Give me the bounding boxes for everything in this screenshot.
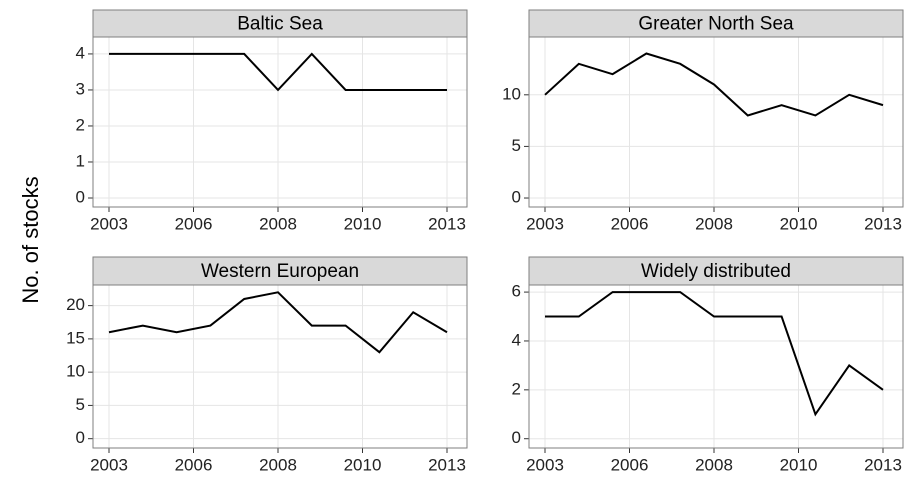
data-line <box>108 291 448 354</box>
panel-border <box>528 36 904 208</box>
y-tick-label: 4 <box>76 43 85 62</box>
panel-border <box>528 284 904 449</box>
x-tick-label: 2008 <box>259 455 297 474</box>
panel-title: Western European <box>201 261 359 282</box>
strip <box>528 256 904 286</box>
y-tick-label: 6 <box>512 282 521 301</box>
x-tick-label: 2003 <box>90 455 128 474</box>
strip <box>92 256 468 286</box>
panel-border <box>92 284 468 449</box>
x-tick-label: 2008 <box>695 455 733 474</box>
y-tick-label: 15 <box>66 328 85 347</box>
y-tick-label: 0 <box>512 188 521 207</box>
x-tick-label: 2010 <box>344 214 382 233</box>
strip <box>528 9 904 38</box>
x-tick-label: 2006 <box>611 455 649 474</box>
x-tick-label: 2006 <box>175 214 213 233</box>
x-tick-label: 2010 <box>780 214 818 233</box>
y-tick-label: 3 <box>76 79 85 98</box>
data-line <box>544 52 884 117</box>
x-tick-label: 2008 <box>695 214 733 233</box>
x-tick-label: 2010 <box>780 455 818 474</box>
y-tick-label: 0 <box>76 428 85 447</box>
panel-title: Greater North Sea <box>638 14 794 35</box>
y-tick-label: 10 <box>502 84 521 103</box>
panel <box>93 285 467 448</box>
y-tick-label: 10 <box>66 362 85 381</box>
panel <box>529 37 903 207</box>
y-tick-label: 20 <box>66 295 85 314</box>
panel <box>529 285 903 448</box>
y-axis-label: No. of stocks <box>18 176 43 303</box>
x-tick-label: 2003 <box>526 214 564 233</box>
x-tick-label: 2003 <box>90 214 128 233</box>
panel-title: Baltic Sea <box>237 14 323 35</box>
strip <box>92 9 468 38</box>
x-tick-label: 2013 <box>864 455 902 474</box>
y-tick-label: 5 <box>512 136 521 155</box>
data-line <box>109 52 447 92</box>
panel-border <box>92 36 468 208</box>
x-tick-label: 2013 <box>428 455 466 474</box>
x-tick-label: 2013 <box>428 214 466 233</box>
y-tick-label: 0 <box>76 187 85 206</box>
x-tick-label: 2006 <box>175 455 213 474</box>
panel-title: Widely distributed <box>641 261 791 282</box>
x-tick-label: 2010 <box>344 455 382 474</box>
x-tick-label: 2006 <box>611 214 649 233</box>
y-tick-label: 2 <box>76 115 85 134</box>
y-tick-label: 1 <box>76 151 85 170</box>
x-tick-label: 2013 <box>864 214 902 233</box>
y-tick-label: 0 <box>512 428 521 447</box>
x-tick-label: 2003 <box>526 455 564 474</box>
y-tick-label: 4 <box>512 330 521 349</box>
data-line <box>545 291 884 417</box>
x-tick-label: 2008 <box>259 214 297 233</box>
panel <box>93 37 467 207</box>
y-tick-label: 5 <box>76 395 85 414</box>
y-tick-label: 2 <box>512 379 521 398</box>
